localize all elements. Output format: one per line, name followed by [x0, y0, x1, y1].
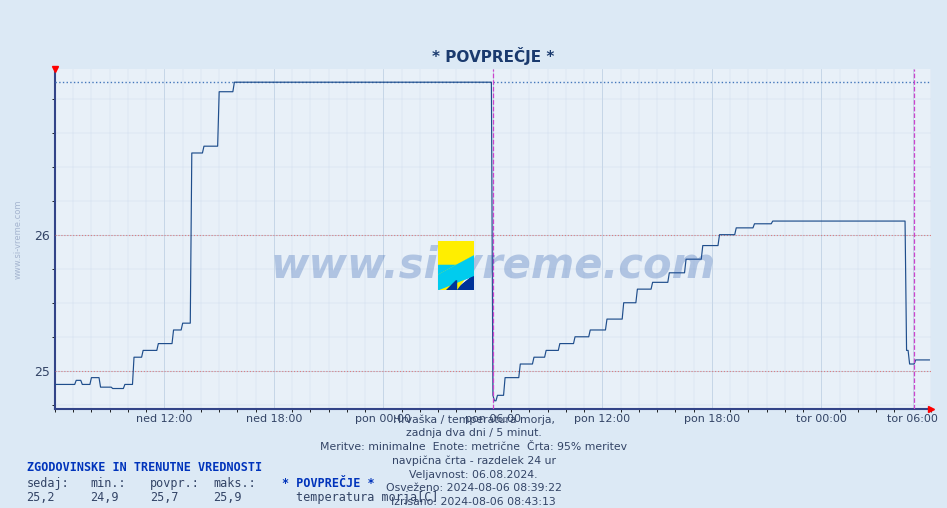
- Text: www.si-vreme.com: www.si-vreme.com: [271, 245, 715, 287]
- Polygon shape: [438, 241, 474, 265]
- Text: 25,9: 25,9: [213, 491, 241, 504]
- Text: www.si-vreme.com: www.si-vreme.com: [13, 199, 23, 278]
- Text: ZGODOVINSKE IN TRENUTNE VREDNOSTI: ZGODOVINSKE IN TRENUTNE VREDNOSTI: [27, 461, 261, 474]
- Text: povpr.:: povpr.:: [150, 477, 200, 490]
- Polygon shape: [456, 275, 474, 290]
- Polygon shape: [446, 280, 456, 290]
- Text: * POVPREČJE *: * POVPREČJE *: [282, 477, 375, 490]
- Text: maks.:: maks.:: [213, 477, 256, 490]
- Title: * POVPREČJE *: * POVPREČJE *: [432, 47, 554, 65]
- Text: Hrvaška / temperatura morja,
zadnja dva dni / 5 minut.
Meritve: minimalne  Enote: Hrvaška / temperatura morja, zadnja dva …: [320, 414, 627, 507]
- Polygon shape: [438, 256, 474, 290]
- Text: 24,9: 24,9: [90, 491, 118, 504]
- Text: min.:: min.:: [90, 477, 126, 490]
- Polygon shape: [438, 275, 474, 290]
- Text: sedaj:: sedaj:: [27, 477, 69, 490]
- Text: temperatura morja[C]: temperatura morja[C]: [296, 491, 438, 504]
- Polygon shape: [438, 256, 474, 290]
- Text: 25,2: 25,2: [27, 491, 55, 504]
- Text: 25,7: 25,7: [150, 491, 178, 504]
- Polygon shape: [438, 256, 474, 290]
